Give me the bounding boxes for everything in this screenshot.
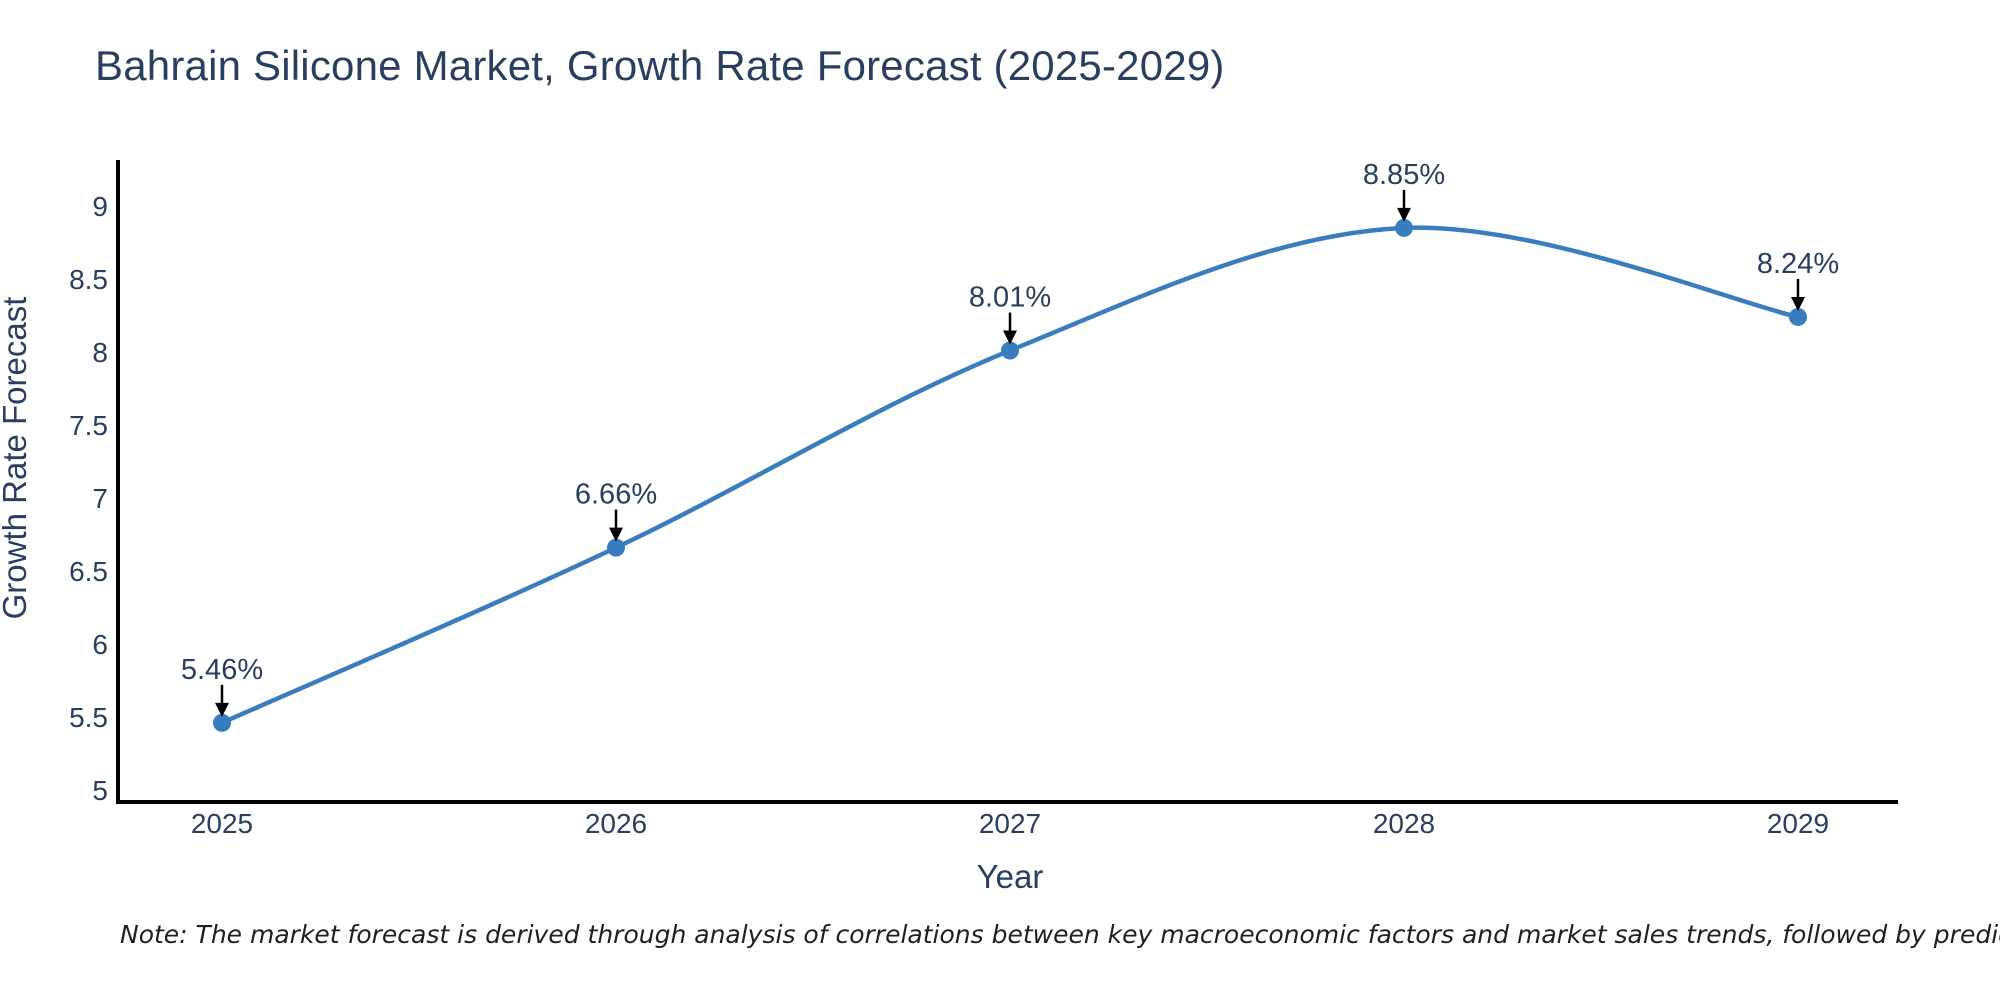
point-value-label: 5.46% <box>181 654 263 686</box>
x-tick-label: 2027 <box>979 808 1041 839</box>
data-point-marker <box>1789 307 1807 326</box>
y-tick-label: 7.5 <box>69 410 108 441</box>
annotation-arrowhead-icon <box>609 527 623 542</box>
x-axis-title: Year <box>977 858 1044 895</box>
annotation-arrowhead-icon <box>1397 207 1411 222</box>
x-tick-label: 2026 <box>585 808 647 839</box>
y-tick-label: 5.5 <box>69 702 108 733</box>
y-tick-label: 7 <box>92 483 108 514</box>
footnote: Note: The market forecast is derived thr… <box>120 920 2000 949</box>
annotation-arrowhead-icon <box>215 702 229 717</box>
data-point-marker <box>213 713 231 732</box>
point-value-label: 8.24% <box>1757 248 1839 280</box>
data-point-marker <box>607 538 625 557</box>
point-value-label: 6.66% <box>575 479 657 511</box>
y-tick-label: 6.5 <box>69 556 108 587</box>
point-value-label: 8.85% <box>1363 159 1445 191</box>
y-tick-label: 5 <box>92 775 108 806</box>
chart-title: Bahrain Silicone Market, Growth Rate For… <box>95 42 1225 89</box>
y-tick-label: 9 <box>92 191 108 222</box>
annotation-arrowhead-icon <box>1003 330 1017 345</box>
x-tick-label: 2028 <box>1373 808 1435 839</box>
y-tick-label: 8 <box>92 337 108 368</box>
x-tick-label: 2029 <box>1767 808 1829 839</box>
x-tick-label: 2025 <box>191 808 253 839</box>
point-value-label: 8.01% <box>969 282 1051 314</box>
annotation-arrowhead-icon <box>1791 296 1805 311</box>
data-point-marker <box>1001 341 1019 360</box>
data-point-marker <box>1395 218 1413 237</box>
y-tick-label: 8.5 <box>69 264 108 295</box>
y-axis-title: Growth Rate Forecast <box>0 297 33 620</box>
y-tick-label: 6 <box>92 629 108 660</box>
